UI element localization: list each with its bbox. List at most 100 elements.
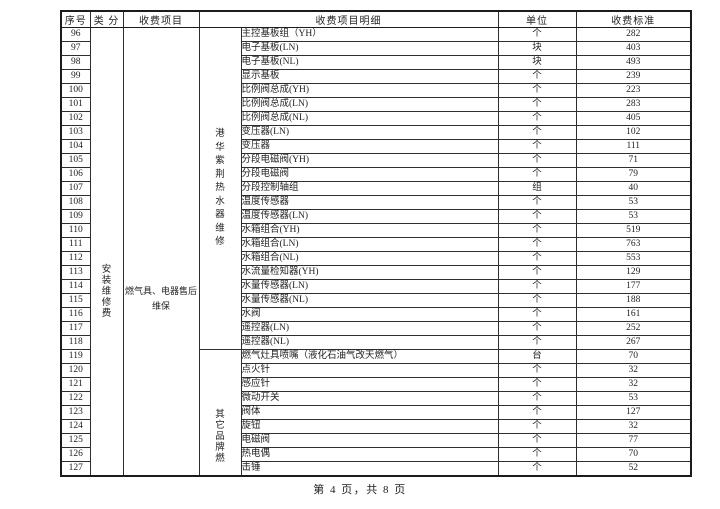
cell-fee: 493 (575, 55, 692, 70)
cell-row-number: 99 (60, 69, 91, 84)
cell-fee: 283 (575, 97, 692, 112)
cell-detail: 水箱组合(YH) (240, 223, 499, 238)
cell-row-number: 101 (60, 97, 91, 112)
cell-unit: 个 (497, 111, 577, 126)
cell-row-number: 110 (60, 223, 91, 238)
cell-detail: 燃气灶具喷嘴（液化石油气改天燃气） (240, 349, 499, 364)
cell-unit: 个 (497, 433, 577, 448)
cell-detail: 变压器(LN) (240, 125, 499, 140)
cell-fee: 52 (575, 461, 692, 477)
cell-fee: 127 (575, 405, 692, 420)
cell-unit: 个 (497, 167, 577, 182)
cell-fee: 32 (575, 363, 692, 378)
table-row: 127 击锤个 52 (60, 461, 692, 477)
table-row: 120 点火针个 32 (60, 363, 692, 378)
cell-fee: 53 (575, 195, 692, 210)
cell-detail: 分段电磁阀 (240, 167, 499, 182)
cell-unit: 个 (497, 391, 577, 406)
cell-fee: 188 (575, 293, 692, 308)
col-header-detail: 收费项目明细 (198, 10, 499, 28)
cell-fee: 267 (575, 335, 692, 350)
col-header-item: 收费项目 (122, 10, 200, 28)
cell-fee: 403 (575, 41, 692, 56)
cell-row-number: 116 (60, 307, 91, 322)
cell-detail: 温度传感器 (240, 195, 499, 210)
table-row: 99 显示基板个 239 (60, 69, 692, 84)
cell-unit: 个 (497, 363, 577, 378)
table-row: 119 其它品牌燃 燃气灶具喷嘴（液化石油气改天燃气）台 70 (60, 349, 692, 477)
cell-row-number: 108 (60, 195, 91, 210)
cell-detail: 旋钮 (240, 419, 499, 434)
cell-row-number: 126 (60, 447, 91, 462)
col-header-unit: 单位 (497, 10, 577, 28)
cell-unit: 个 (497, 83, 577, 98)
cell-fee-item-merged: 燃气具、电器售后维保 (122, 27, 200, 477)
cell-fee: 519 (575, 223, 692, 238)
cell-detail: 水箱组合(NL) (240, 251, 499, 266)
cell-fee-item-merged-text: 燃气具、电器售后维保 (125, 286, 198, 311)
cell-unit: 个 (497, 97, 577, 112)
fee-table-body: 96 安装维修费 燃气具、电器售后维保 港华紫荆热水器维修 主控基板组（YH）个 282 9… (60, 27, 692, 477)
cell-row-number: 107 (60, 181, 91, 196)
cell-group-label: 其它品牌燃 (198, 349, 242, 477)
cell-row-number: 118 (60, 335, 91, 350)
cell-unit: 个 (497, 293, 577, 308)
cell-unit: 个 (497, 209, 577, 224)
cell-fee: 223 (575, 83, 692, 98)
cell-detail: 感应针 (240, 377, 499, 392)
table-row: 101 比例阀总成(LN) 个 283 (60, 97, 692, 112)
cell-detail: 水阀 (240, 307, 499, 322)
cell-row-number: 102 (60, 111, 91, 126)
cell-unit: 个 (497, 27, 577, 42)
cell-detail: 水量传感器(NL) (240, 293, 499, 308)
cell-fee: 763 (575, 237, 692, 252)
cell-row-number: 121 (60, 377, 91, 392)
cell-row-number: 122 (60, 391, 91, 406)
cell-fee: 177 (575, 279, 692, 294)
cell-unit: 个 (497, 223, 577, 238)
cell-fee: 53 (575, 391, 692, 406)
cell-row-number: 97 (60, 41, 91, 56)
col-header-index: 序号 (60, 10, 91, 28)
cell-unit: 个 (497, 335, 577, 350)
cell-row-number: 112 (60, 251, 91, 266)
table-row: 97 电子基板(LN) 块 403 (60, 41, 692, 56)
cell-detail: 比例阀总成(NL) (240, 111, 499, 126)
cell-detail: 变压器 (240, 139, 499, 154)
cell-row-number: 113 (60, 265, 91, 280)
cell-unit: 个 (497, 139, 577, 154)
table-row: 126 热电偶个 70 (60, 447, 692, 462)
table-row: 113 水流量检知器(YH) 个 129 (60, 265, 692, 280)
cell-detail: 显示基板 (240, 69, 499, 84)
cell-group-label: 港华紫荆热水器维修 (198, 27, 242, 350)
cell-row-number: 111 (60, 237, 91, 252)
cell-detail: 点火针 (240, 363, 499, 378)
cell-fee: 129 (575, 265, 692, 280)
cell-row-number: 127 (60, 461, 91, 477)
table-row: 123 阀体个 127 (60, 405, 692, 420)
cell-unit: 个 (497, 307, 577, 322)
cell-unit: 个 (497, 195, 577, 210)
cell-detail: 电子基板(LN) (240, 41, 499, 56)
cell-row-number: 124 (60, 419, 91, 434)
cell-fee: 239 (575, 69, 692, 84)
cell-unit: 个 (497, 321, 577, 336)
cell-row-number: 104 (60, 139, 91, 154)
cell-category-merged-text: 安装维修费 (101, 265, 112, 319)
cell-detail: 分段电磁阀(YH) (240, 153, 499, 168)
cell-detail: 电子基板(NL) (240, 55, 499, 70)
cell-row-number: 125 (60, 433, 91, 448)
cell-row-number: 114 (60, 279, 91, 294)
cell-fee: 53 (575, 209, 692, 224)
cell-group-label-text: 其它品牌燃 (215, 410, 225, 464)
cell-unit: 个 (497, 69, 577, 84)
cell-detail: 微动开关 (240, 391, 499, 406)
table-row: 108 温度传感器个 53 (60, 195, 692, 210)
cell-row-number: 119 (60, 349, 91, 364)
cell-row-number: 98 (60, 55, 91, 70)
table-row: 100 比例阀总成(YH) 个 223 (60, 83, 692, 98)
cell-row-number: 117 (60, 321, 91, 336)
cell-fee: 405 (575, 111, 692, 126)
cell-unit: 个 (497, 153, 577, 168)
